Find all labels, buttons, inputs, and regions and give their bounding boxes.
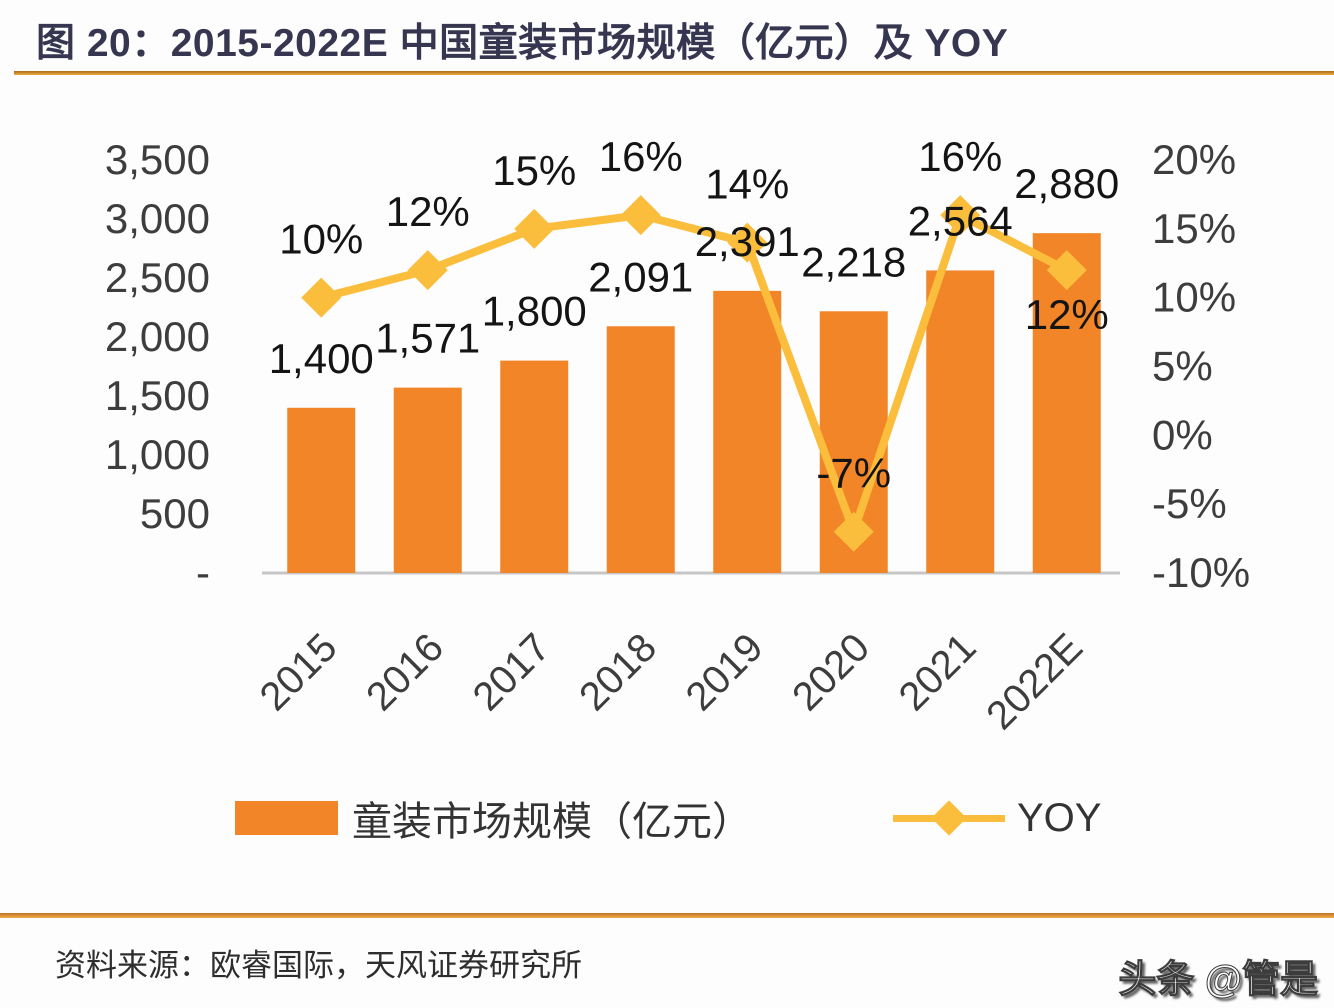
- bar-label-2015: 1,400: [269, 335, 374, 382]
- legend-item-market-size: 童装市场规模（亿元）: [235, 795, 752, 844]
- x-axis-label: 2016: [358, 625, 452, 719]
- yoy-marker-2016: [407, 250, 448, 291]
- yoy-label-2018: 16%: [599, 133, 683, 180]
- x-axis-label: 2021: [891, 625, 985, 719]
- x-axis-label: 2020: [784, 625, 878, 719]
- x-axis-label: 2022E: [978, 625, 1091, 738]
- bar-label-2022E: 2,880: [1014, 160, 1119, 207]
- right-axis-tick: 5%: [1152, 343, 1213, 390]
- legend-label-yoy: YOY: [1017, 795, 1102, 840]
- yoy-label-2019: 14%: [705, 161, 789, 208]
- x-axis-label: 2018: [571, 625, 665, 719]
- bar-2018: [606, 326, 675, 573]
- left-axis-tick: 1,000: [105, 431, 210, 478]
- bar-label-2016: 1,571: [375, 315, 480, 362]
- x-axis-label: 2017: [465, 625, 559, 719]
- bar-label-2019: 2,391: [695, 218, 800, 265]
- bar-2021: [926, 270, 995, 573]
- yoy-label-2022E: 12%: [1025, 291, 1109, 338]
- bar-label-2018: 2,091: [588, 253, 693, 300]
- bar-series-swatch: [235, 801, 338, 835]
- bar-2016: [393, 387, 462, 573]
- line-series-swatch: [893, 800, 1005, 836]
- left-axis-tick: 3,000: [105, 195, 210, 242]
- left-axis-tick: 500: [140, 490, 210, 537]
- bar-2017: [500, 360, 569, 573]
- right-axis-tick: 0%: [1152, 411, 1213, 458]
- legend-item-yoy: YOY: [893, 795, 1101, 841]
- right-axis-tick: 15%: [1152, 205, 1236, 252]
- bar-2015: [287, 407, 356, 573]
- diamond-marker-icon: [931, 800, 967, 836]
- yoy-label-2020: -7%: [816, 450, 891, 497]
- yoy-marker-2015: [301, 277, 342, 318]
- x-axis-label: 2015: [252, 625, 346, 719]
- right-axis-tick: -5%: [1152, 480, 1227, 527]
- yoy-label-2017: 15%: [492, 147, 576, 194]
- yoy-label-2016: 12%: [386, 188, 470, 235]
- footer-divider: [0, 913, 1334, 918]
- figure-title: 图 20：2015-2022E 中国童装市场规模（亿元）及 YOY: [36, 22, 1009, 65]
- bar-label-2020: 2,218: [801, 238, 906, 285]
- yoy-marker-2017: [514, 208, 555, 249]
- title-divider: [14, 71, 1334, 75]
- left-axis-tick: -: [196, 549, 210, 596]
- source-note: 资料来源：欧睿国际，天风证券研究所: [55, 948, 582, 983]
- right-axis-tick: 10%: [1152, 274, 1236, 321]
- left-axis-tick: 2,000: [105, 313, 210, 360]
- yoy-marker-2019: [727, 222, 768, 263]
- yoy-marker-2022E: [1046, 250, 1087, 291]
- x-axis-label: 2019: [678, 625, 772, 719]
- right-axis-tick: -10%: [1152, 549, 1250, 596]
- legend-label-market-size: 童装市场规模（亿元）: [352, 800, 752, 844]
- yoy-label-2015: 10%: [279, 216, 363, 263]
- right-axis-tick: 20%: [1152, 136, 1236, 183]
- left-axis-tick: 1,500: [105, 372, 210, 419]
- bar-label-2017: 1,800: [482, 288, 587, 335]
- yoy-line: [320, 211, 1069, 536]
- bar-label-2021: 2,564: [908, 197, 1013, 244]
- left-axis-tick: 3,500: [105, 136, 210, 183]
- watermark: 头条 @管是: [1118, 959, 1319, 1002]
- yoy-marker-2020: [833, 511, 874, 552]
- left-axis-tick: 2,500: [105, 254, 210, 301]
- yoy-label-2021: 16%: [918, 133, 1002, 180]
- yoy-marker-2021: [940, 195, 981, 236]
- bar-2019: [713, 290, 782, 573]
- yoy-marker-2018: [620, 195, 661, 236]
